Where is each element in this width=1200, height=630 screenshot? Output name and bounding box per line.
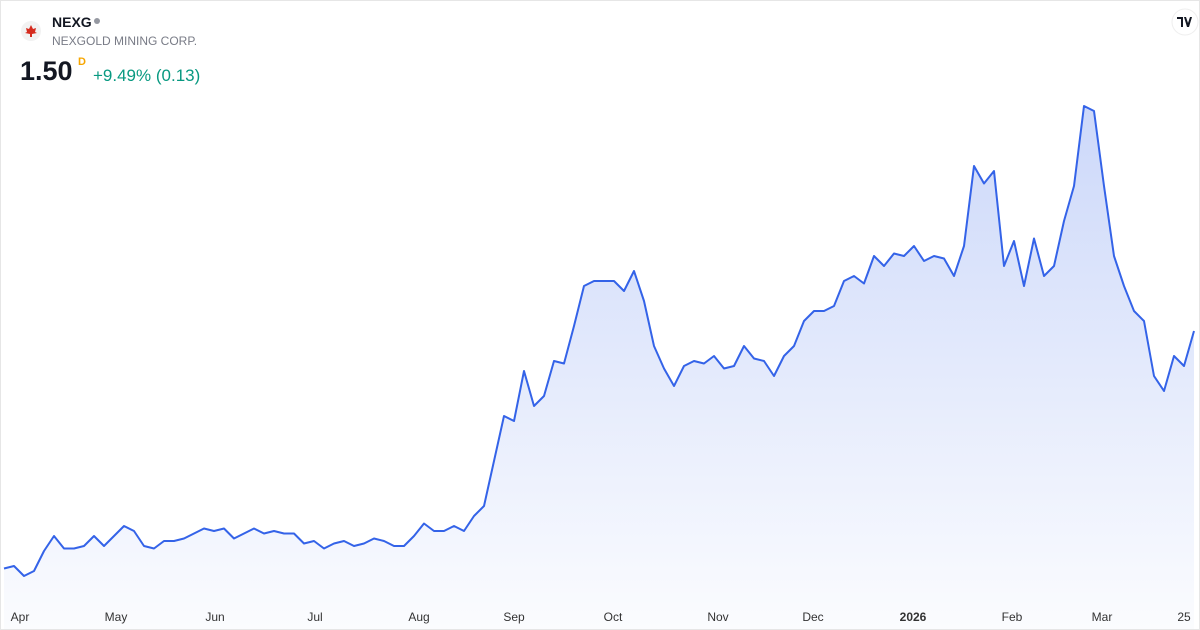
company-name: NEXGOLD MINING CORP. — [52, 34, 198, 48]
x-tick-label: May — [105, 610, 128, 624]
x-tick-label: Mar — [1092, 610, 1113, 624]
x-tick-label: Feb — [1002, 610, 1023, 624]
price: 1.50 — [20, 56, 73, 86]
x-tick-label: Aug — [408, 610, 429, 624]
x-tick-label: Dec — [802, 610, 823, 624]
x-tick-label: Sep — [503, 610, 525, 624]
x-tick-label: Oct — [604, 610, 623, 624]
area-fill — [4, 106, 1194, 629]
x-tick-label: Jun — [205, 610, 224, 624]
x-tick-label: Jul — [307, 610, 322, 624]
interval: D — [78, 56, 86, 68]
price-line — [3, 105, 1195, 577]
x-tick-label: Apr — [11, 610, 30, 624]
x-tick-label: 2026 — [900, 610, 927, 624]
x-tick-label: 25 — [1177, 610, 1191, 624]
price-change: +9.49% (0.13) — [93, 66, 201, 85]
logo — [1171, 8, 1199, 36]
status-dot — [94, 18, 100, 24]
flag-icon — [21, 21, 41, 41]
x-tick-label: Nov — [707, 610, 728, 624]
symbol: NEXG — [52, 14, 92, 30]
